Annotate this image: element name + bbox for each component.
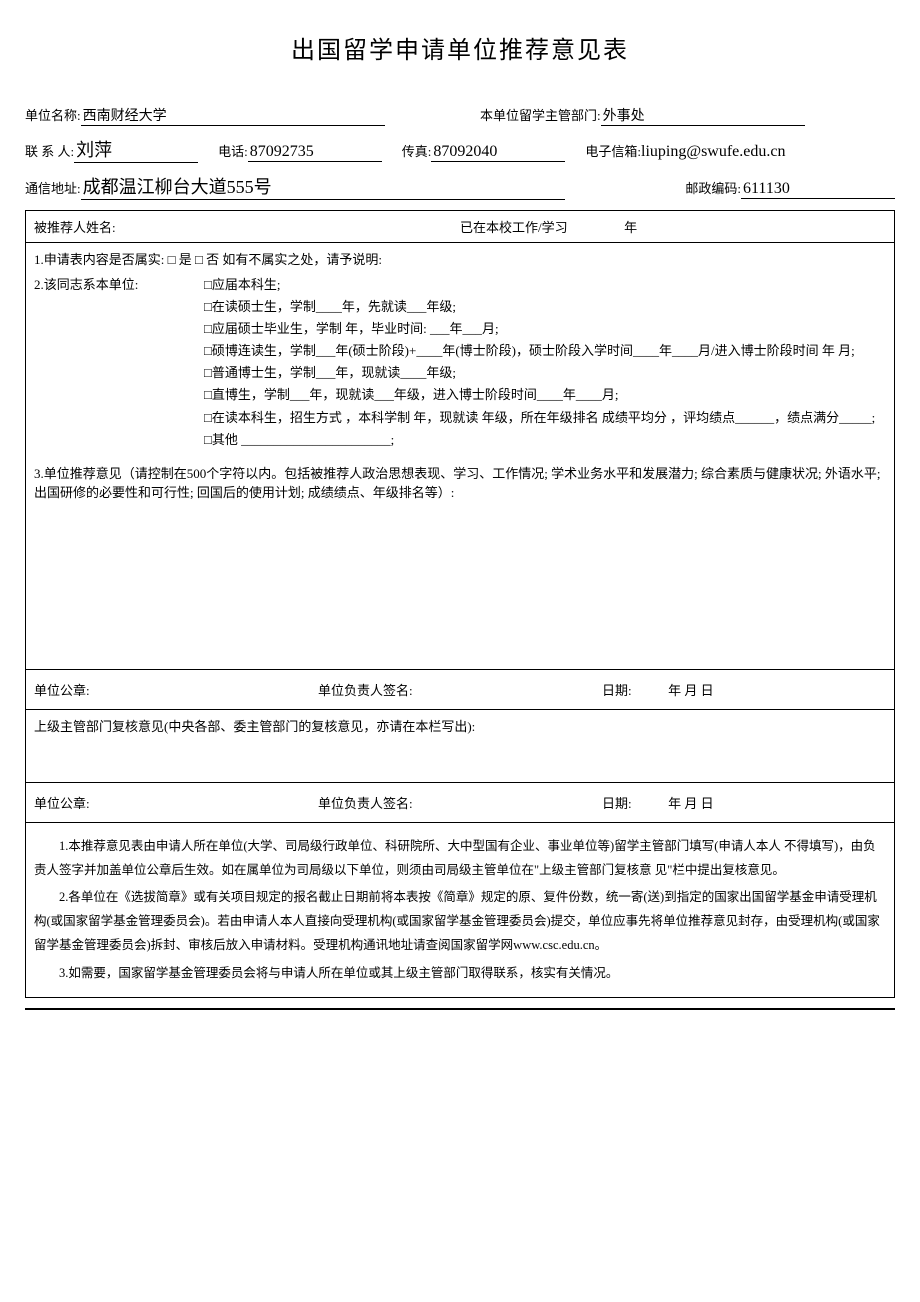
contact-label: 联 系 人: (25, 141, 74, 160)
address-value: 成都温江柳台大道555号 (81, 173, 565, 200)
date-label-1: 日期: (602, 683, 632, 698)
fax-label: 传真: (402, 141, 432, 160)
bottom-rule (25, 1008, 895, 1010)
dept-label: 本单位留学主管部门: (480, 105, 601, 124)
q2-opt1: □应届本科生; (204, 274, 886, 296)
recommended-name-label: 被推荐人姓名: (34, 220, 116, 235)
note-3: 3.如需要，国家留学基金管理委员会将与申请人所在单位或其上级主管部门取得联系，核… (34, 962, 886, 986)
questions-section: 1.申请表内容是否属实: □ 是 □ 否 如有不属实之处，请予说明: 2.该同志… (26, 243, 894, 451)
q2-opt6: □直博生，学制___年，现就读___年级，进入博士阶段时间____年____月; (204, 384, 886, 406)
phone-label: 电话: (218, 141, 248, 160)
worked-years-suf: 年 (624, 220, 637, 235)
q2-opt4: □硕博连读生，学制___年(硕士阶段)+____年(博士阶段)，硕士阶段入学时间… (204, 340, 886, 362)
signer-2: 单位负责人签名: (318, 793, 602, 812)
phone-value: 87092735 (248, 143, 382, 162)
unit-name-value: 西南财经大学 (81, 105, 385, 126)
q2-opt3: □应届硕士毕业生，学制 年，毕业时间: ___年___月; (204, 318, 886, 340)
note-2: 2.各单位在《选拔简章》或有关项目规定的报名截止日期前将本表按《简章》规定的原、… (34, 886, 886, 957)
superior-text: 上级主管部门复核意见(中央各部、委主管部门的复核意见，亦请在本栏写出): (34, 716, 886, 735)
note-1: 1.本推荐意见表由申请人所在单位(大学、司局级行政单位、科研院所、大中型国有企业… (34, 835, 886, 883)
worked-years-pre: 已在本校工作/学习 (460, 220, 568, 235)
date-label-2: 日期: (602, 796, 632, 811)
email-value: liuping@swufe.edu.cn (641, 143, 785, 161)
notes-section: 1.本推荐意见表由申请人所在单位(大学、司局级行政单位、科研院所、大中型国有企业… (26, 823, 894, 998)
seal-1: 单位公章: (34, 680, 318, 699)
q2-opt8: □其他 _______________________; (204, 429, 886, 451)
recommended-row: 被推荐人姓名: 已在本校工作/学习 年 (26, 211, 894, 243)
postcode-value: 611130 (741, 180, 895, 199)
date-suffix-2: 年 月 日 (668, 796, 714, 811)
q2-opt2: □在读硕士生，学制____年，先就读___年级; (204, 296, 886, 318)
address-label: 通信地址: (25, 178, 81, 197)
q2-options: □应届本科生; □在读硕士生，学制____年，先就读___年级; □应届硕士毕业… (204, 274, 886, 451)
contact-value: 刘萍 (74, 136, 198, 163)
q3-text: 3.单位推荐意见（请控制在500个字符以内。包括被推荐人政治思想表现、学习、工作… (34, 463, 886, 501)
email-label: 电子信箱: (585, 141, 641, 160)
q3-section: 3.单位推荐意见（请控制在500个字符以内。包括被推荐人政治思想表现、学习、工作… (26, 451, 894, 670)
postcode-label: 邮政编码: (685, 178, 741, 197)
q2-opt5: □普通博士生，学制___年，现就读____年级; (204, 362, 886, 384)
signature-row-2: 单位公章: 单位负责人签名: 日期: 年 月 日 (26, 783, 894, 823)
fax-value: 87092040 (431, 143, 565, 162)
form-title: 出国留学申请单位推荐意见表 (25, 30, 895, 65)
main-table: 被推荐人姓名: 已在本校工作/学习 年 1.申请表内容是否属实: □ 是 □ 否… (25, 210, 895, 998)
dept-value: 外事处 (601, 105, 805, 126)
q1-text: 1.申请表内容是否属实: □ 是 □ 否 如有不属实之处，请予说明: (34, 249, 886, 268)
unit-name-label: 单位名称: (25, 105, 81, 124)
date-suffix-1: 年 月 日 (668, 683, 714, 698)
seal-2: 单位公章: (34, 793, 318, 812)
q2-label: 2.该同志系本单位: (34, 274, 204, 293)
header-row-1: 单位名称: 西南财经大学 本单位留学主管部门: 外事处 (25, 105, 895, 126)
signature-row-1: 单位公章: 单位负责人签名: 日期: 年 月 日 (26, 670, 894, 710)
header-row-2: 联 系 人: 刘萍 电话: 87092735 传真: 87092040 电子信箱… (25, 136, 895, 163)
q2-opt7: □在读本科生，招生方式 ，本科学制 年，现就读 年级，所在年级排名 成绩平均分 … (204, 407, 886, 429)
signer-1: 单位负责人签名: (318, 680, 602, 699)
header-row-3: 通信地址: 成都温江柳台大道555号 邮政编码: 611130 (25, 173, 895, 200)
superior-section: 上级主管部门复核意见(中央各部、委主管部门的复核意见，亦请在本栏写出): (26, 710, 894, 783)
